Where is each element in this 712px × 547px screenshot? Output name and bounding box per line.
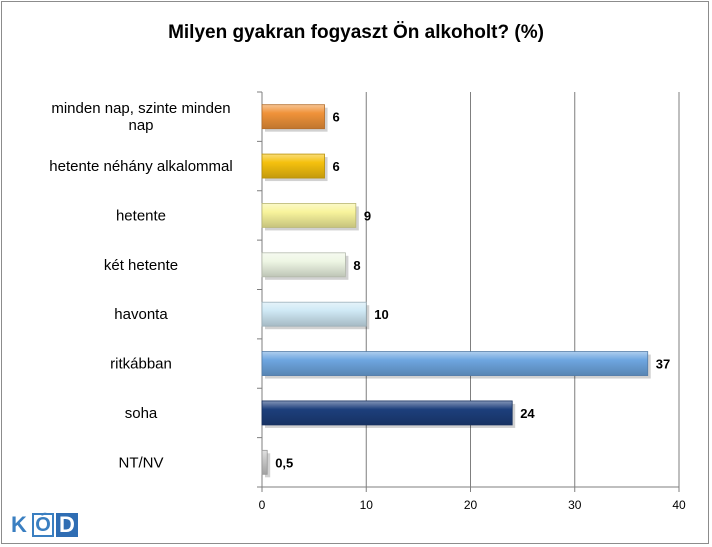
category-label-line: hetente néhány alkalommal [49, 158, 232, 175]
category-label: ritkábban [110, 356, 172, 373]
category-label-line: két hetente [104, 257, 178, 274]
logo-letter-k: K [11, 512, 27, 537]
category-label-line: NT/NV [119, 454, 164, 471]
data-label: 6 [333, 159, 340, 174]
bar [261, 104, 325, 130]
category-label: NT/NV [119, 454, 164, 471]
bar [261, 449, 268, 475]
logo-letter-d: D [56, 513, 78, 537]
data-label: 0,5 [275, 455, 293, 470]
category-label: hetente [116, 207, 166, 224]
category-label: soha [125, 405, 158, 422]
bar [261, 252, 346, 278]
x-tick-label: 20 [464, 498, 478, 512]
category-label-line: ritkábban [110, 356, 172, 373]
category-label: havonta [114, 306, 168, 323]
kod-logo: K Ó D [8, 512, 80, 538]
x-tick-label: 40 [672, 498, 686, 512]
bar [261, 153, 325, 179]
data-label: 10 [374, 307, 388, 322]
category-label-line: nap [128, 117, 153, 134]
category-label: hetente néhány alkalommal [49, 158, 232, 175]
data-label: 8 [353, 258, 360, 273]
logo-letter-o: Ó [32, 513, 54, 537]
x-tick-label: 30 [568, 498, 582, 512]
bar [261, 351, 649, 376]
category-label: minden nap, szinte minden nap [51, 100, 230, 134]
data-label: 24 [520, 406, 535, 421]
x-tick-label: 10 [360, 498, 374, 512]
data-label: 9 [364, 208, 371, 223]
category-label-line: soha [125, 405, 158, 422]
category-label-line: havonta [114, 306, 168, 323]
chart-title: Milyen gyakran fogyaszt Ön alkoholt? (%) [168, 22, 544, 43]
category-label-line: minden nap, szinte minden [51, 100, 230, 117]
category-label-line: hetente [116, 207, 166, 224]
bar [261, 203, 357, 228]
category-label: két hetente [104, 257, 178, 274]
x-tick-label: 0 [259, 498, 266, 512]
bar [261, 301, 367, 327]
data-label: 6 [333, 110, 340, 125]
data-label: 37 [656, 357, 670, 372]
bar [261, 400, 513, 426]
